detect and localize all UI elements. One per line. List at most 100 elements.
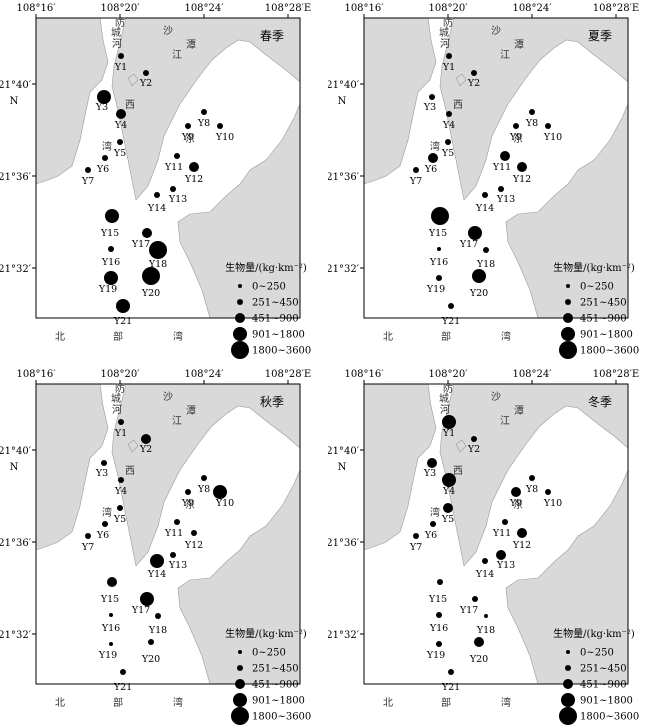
place-label: 西 — [125, 100, 135, 111]
place-label: 部 — [113, 330, 123, 343]
station-marker — [502, 519, 508, 525]
station-label: Y13 — [168, 194, 187, 205]
station-marker — [85, 167, 91, 173]
lon-label: 108°28′E — [265, 369, 311, 380]
place-label: 沙 — [491, 391, 501, 403]
land-layer — [35, 383, 301, 685]
place-label: 沙 — [163, 391, 173, 403]
station-label: Y7 — [81, 542, 94, 553]
lon-label: 108°24′ — [512, 369, 552, 380]
station-label: Y9 — [509, 498, 522, 509]
legend-symbol — [563, 679, 573, 689]
lat-label: N — [338, 96, 347, 107]
legend-title: 生物量/(kg·km⁻²) — [553, 261, 635, 274]
station-label: Y14 — [475, 203, 494, 214]
lon-label: 108°16′ — [344, 3, 384, 14]
station-marker — [437, 247, 441, 251]
station-marker — [437, 579, 443, 585]
station-label: Y3 — [95, 102, 108, 113]
lat-label: 21°36′ — [328, 172, 360, 183]
station-marker — [201, 109, 207, 115]
station-marker — [517, 528, 527, 538]
station-label: Y7 — [81, 176, 94, 187]
land-area — [35, 383, 109, 551]
station-marker — [468, 226, 482, 240]
legend-symbol — [237, 665, 243, 671]
station-label: Y17 — [459, 605, 478, 616]
place-label: 部 — [441, 696, 451, 709]
legend-label: 901~1800 — [580, 696, 633, 707]
station-marker — [120, 669, 126, 675]
legend-label: 251~450 — [580, 298, 627, 309]
land-area — [455, 439, 467, 453]
land-area — [439, 383, 629, 567]
lon-label: 108°28′E — [593, 3, 639, 14]
lat-label: 21°40′ — [328, 80, 360, 91]
station-label: Y21 — [441, 316, 460, 327]
legend-symbol — [231, 707, 249, 725]
place-label: 沙 — [163, 25, 173, 37]
legend-symbol — [565, 665, 571, 671]
station-marker — [109, 642, 113, 646]
legend-symbol — [238, 650, 242, 654]
lon-label: 108°20′ — [100, 369, 140, 380]
legend-label: 251~450 — [580, 664, 627, 675]
station-label: Y20 — [469, 288, 488, 299]
station-label: Y19 — [98, 284, 117, 295]
station-label: Y12 — [512, 174, 531, 185]
station-label: Y6 — [96, 164, 109, 175]
lat-label: 21°32′ — [328, 630, 360, 641]
station-label: Y13 — [168, 560, 187, 571]
station-label: Y5 — [113, 514, 126, 525]
station-label: Y6 — [96, 530, 109, 541]
map-border — [35, 17, 301, 319]
place-label: 湾 — [173, 330, 183, 343]
station-marker — [104, 271, 118, 285]
place-label: 城 — [111, 393, 121, 405]
place-label: 江 — [500, 415, 510, 427]
station-label: Y2 — [139, 78, 152, 89]
place-label: 潭 — [514, 405, 524, 417]
station-marker — [118, 419, 124, 425]
station-marker — [174, 153, 180, 159]
station-marker — [529, 109, 535, 115]
map-panel-3: 108°16′ 108°20′ 108°24′ 108°28′E 21°40′ N 21°3… — [0, 369, 311, 725]
legend-symbol — [561, 693, 575, 707]
station-marker — [482, 192, 488, 198]
place-label: 城 — [439, 393, 449, 405]
station-label: Y20 — [469, 654, 488, 665]
place-label: 湾 — [102, 140, 112, 153]
land-area — [35, 17, 109, 185]
station-marker — [185, 489, 191, 495]
station-marker — [483, 247, 489, 253]
map-panel-2: 108°16′ 108°20′ 108°24′ 108°28′E 21°40′ N 21°3… — [328, 3, 639, 359]
place-label: 防 — [115, 382, 125, 395]
station-label: Y14 — [475, 569, 494, 580]
legend-symbol — [235, 313, 245, 323]
legend: 生物量/(kg·km⁻²) 0~250 251~450 451~900 901~1800… — [225, 261, 311, 359]
station-marker — [170, 186, 176, 192]
station-label: Y14 — [147, 569, 166, 580]
station-marker — [140, 592, 154, 606]
place-label: 防 — [443, 16, 453, 29]
place-label: 湾 — [173, 696, 183, 709]
legend-symbol — [566, 284, 570, 288]
legend: 生物量/(kg·km⁻²) 0~250 251~450 451~900 901~1800… — [225, 627, 311, 725]
legend-symbol — [235, 679, 245, 689]
station-label: Y8 — [525, 118, 538, 129]
legend-symbol — [231, 341, 249, 359]
station-label: Y11 — [492, 528, 511, 539]
station-label: Y15 — [100, 228, 119, 239]
station-label: Y16 — [429, 623, 448, 634]
station-label: Y16 — [429, 257, 448, 268]
land-area — [111, 17, 301, 201]
place-label: 东 — [185, 498, 195, 511]
station-marker — [154, 192, 160, 198]
station-marker — [102, 155, 108, 161]
station-label: Y11 — [492, 162, 511, 173]
land-area — [439, 17, 629, 201]
legend-label: 1800~3600 — [252, 712, 311, 723]
place-label: 河 — [112, 404, 122, 416]
station-label: Y4 — [114, 120, 127, 131]
lat-label: 21°40′ — [0, 80, 32, 91]
